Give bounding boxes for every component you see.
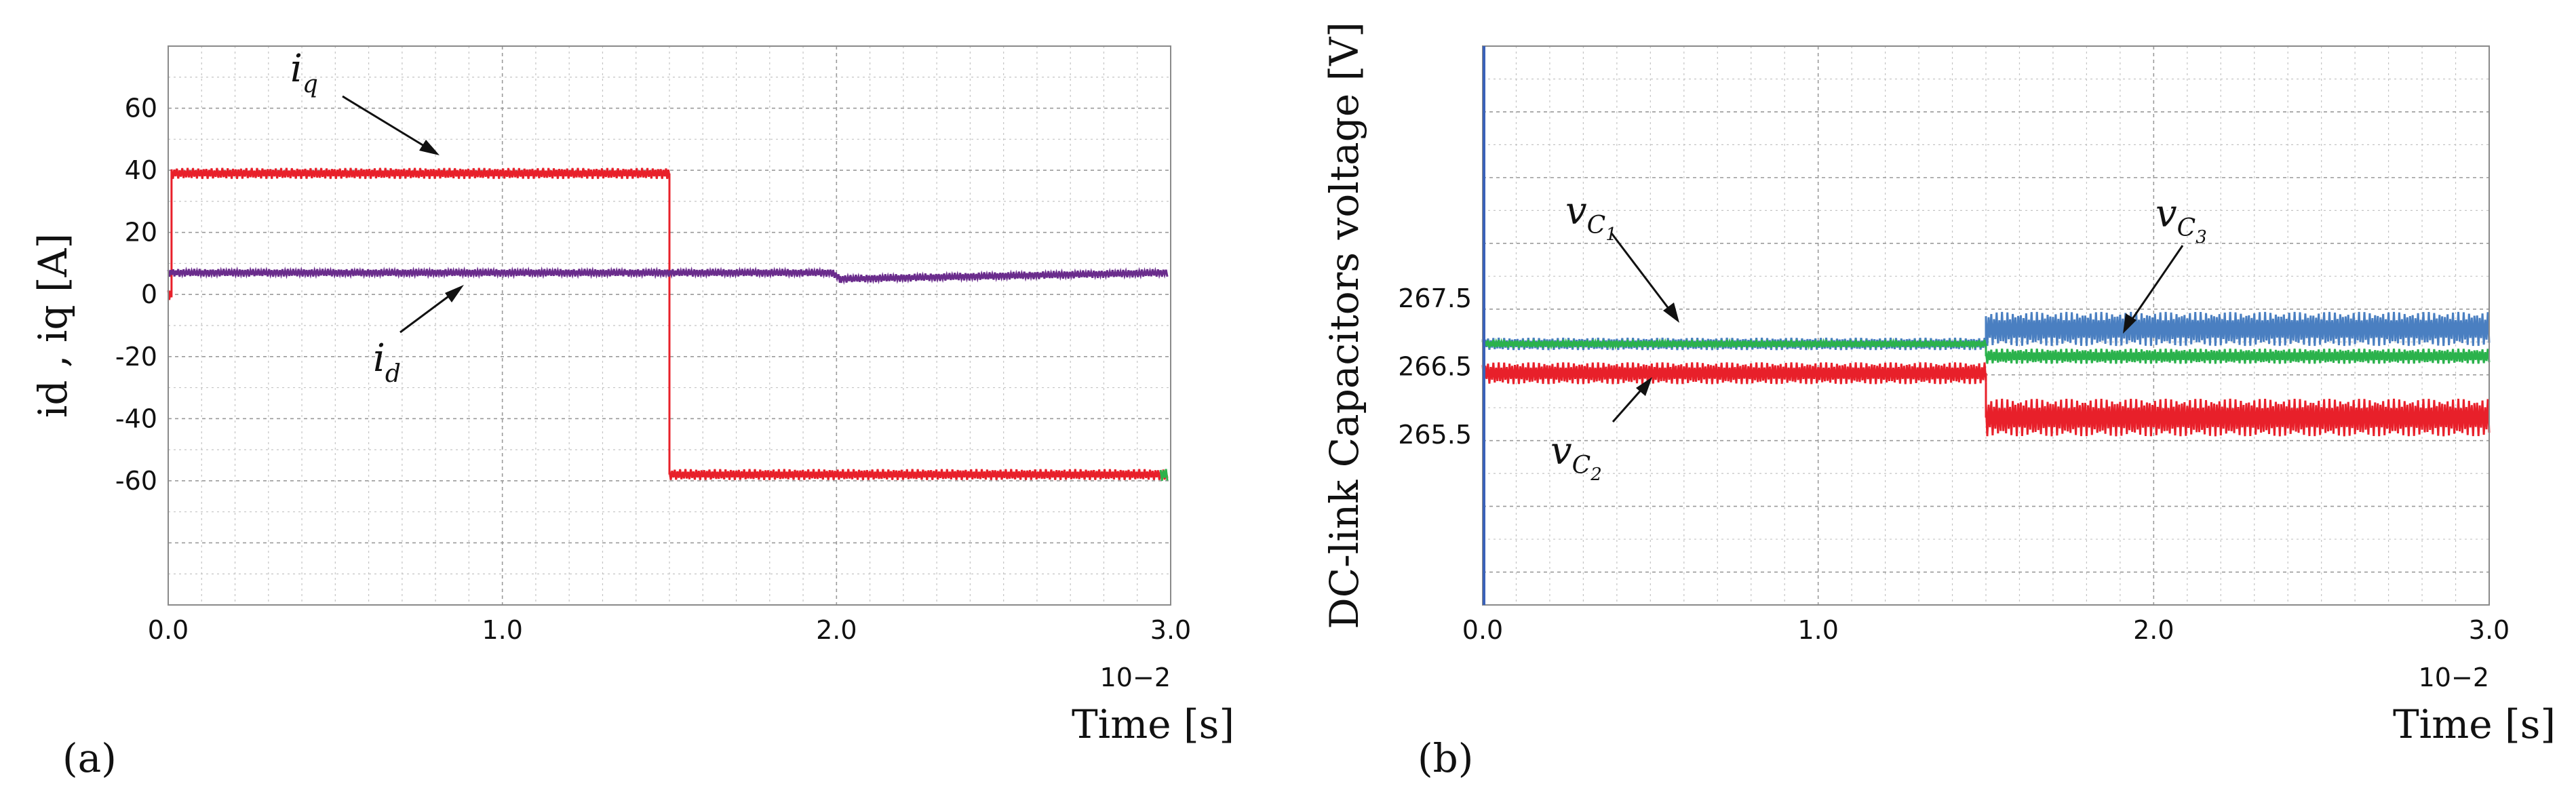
chart-a-y-label: id , iq [A] [30, 233, 76, 418]
vc2-subsub: 2 [1590, 465, 1602, 485]
chart-b-x-ticks: 0.0 1.0 2.0 3.0 [1462, 615, 2510, 645]
chart-b-series [1481, 311, 2491, 437]
vc3-arrow-head [2123, 313, 2136, 334]
id-sub: d [385, 360, 401, 388]
chart-0-y-tick-label: 20 [125, 218, 157, 248]
vc2-sub: C [1572, 452, 1591, 479]
chart-a-annotation-iq: iq [290, 47, 440, 155]
chart-0-y-tick-label: -20 [115, 342, 157, 372]
chart-a-x-ticks: 0.0 1.0 2.0 3.0 [148, 615, 1191, 645]
series-vC2 [1481, 362, 2491, 437]
chart-a-series [167, 168, 1169, 482]
chart-a-frame [168, 45, 1171, 606]
vc3-subsub: 3 [2196, 227, 2207, 248]
chart-1-x-tick-label: 3.0 [2469, 615, 2510, 645]
chart-0-x-tick-label: 2.0 [816, 615, 857, 645]
vc1-sub: C [1587, 212, 1606, 239]
chart-a-x-label: Time [s] [1072, 701, 1234, 747]
chart-a-annotation-id: id [373, 285, 464, 388]
vc2-arrow [1612, 386, 1645, 423]
chart-0-y-tick-label: 0 [141, 279, 157, 309]
vc1-arrow [1610, 233, 1673, 313]
chart-b-y-ticks: 267.5 266.5 265.5 [1398, 283, 1472, 450]
chart-1-y-tick-label: 266.5 [1398, 351, 1472, 381]
chart-0-y-tick-label: 40 [125, 155, 157, 185]
vc1-subsub: 1 [1605, 224, 1617, 245]
series-line-vC3 [1481, 338, 2491, 364]
chart-0-y-tick-label: -60 [115, 466, 157, 496]
series-iq [167, 168, 1169, 480]
chart-b-annotation-vc3: vC3 [2123, 192, 2207, 334]
id-arrow-head [445, 285, 464, 302]
panel-label-a: (a) [62, 735, 117, 781]
series-line-tail [1159, 469, 1169, 482]
chart-b-annotation-vc2: vC2 [1550, 377, 1652, 485]
vc1-arrow-head [1663, 302, 1679, 323]
iq-base: i [290, 47, 303, 91]
chart-b: 267.5 266.5 265.5 0.0 1.0 2.0 3.0 10−2 Time [… [1321, 22, 2556, 781]
vc3-sub: C [2177, 214, 2196, 242]
chart-a-grid [168, 46, 1171, 605]
svg-text:vC2: vC2 [1550, 429, 1602, 485]
series-line-id [167, 266, 1169, 286]
svg-text:vC3: vC3 [2155, 192, 2207, 248]
chart-0-x-tick-label: 0.0 [148, 615, 189, 645]
vc3-base: v [2155, 192, 2177, 236]
panel-label-b: (b) [1418, 735, 1473, 781]
chart-1-y-tick-label: 267.5 [1398, 283, 1472, 313]
vc2-arrow-head [1636, 377, 1652, 396]
chart-0-y-tick-label: 60 [125, 94, 157, 123]
chart-1-x-tick-label: 0.0 [1462, 615, 1503, 645]
iq-arrow [342, 95, 428, 149]
series-vC3 [1481, 338, 2491, 364]
chart-1-x-tick-label: 1.0 [1797, 615, 1838, 645]
chart-0-x-tick-label: 1.0 [482, 615, 522, 645]
chart-0-x-tick-label: 3.0 [1150, 615, 1191, 645]
series-id [167, 266, 1169, 286]
vc2-base: v [1550, 429, 1572, 473]
chart-1-x-tick-label: 2.0 [2133, 615, 2174, 645]
chart-a-x-exponent: 10−2 [1100, 663, 1171, 692]
series-tail [1159, 469, 1169, 482]
id-arrow [399, 292, 454, 334]
chart-b-y-label: DC-link Capacitors voltage [V] [1321, 22, 1367, 629]
iq-arrow-head [419, 140, 440, 155]
vc1-base: v [1565, 189, 1587, 233]
svg-text:id: id [373, 336, 401, 388]
chart-1-y-tick-label: 265.5 [1398, 420, 1472, 450]
id-base: i [373, 336, 385, 380]
chart-a-y-ticks: 60 40 20 0 -20 -40 -60 [115, 94, 157, 496]
iq-sub: q [303, 71, 318, 98]
vc3-arrow [2128, 245, 2184, 323]
svg-text:iq: iq [290, 47, 318, 98]
chart-b-annotation-vc1: vC1 [1565, 189, 1679, 323]
series-line-iq [167, 168, 1169, 480]
chart-b-x-exponent: 10−2 [2419, 663, 2489, 692]
svg-text:vC1: vC1 [1565, 189, 1617, 245]
chart-a: 60 40 20 0 -20 -40 -60 0.0 1.0 2.0 3.0 10−2 Time … [30, 45, 1234, 781]
series-line-vC2 [1481, 362, 2491, 437]
chart-0-y-tick-label: -40 [115, 404, 157, 433]
chart-b-x-label: Time [s] [2393, 701, 2556, 747]
